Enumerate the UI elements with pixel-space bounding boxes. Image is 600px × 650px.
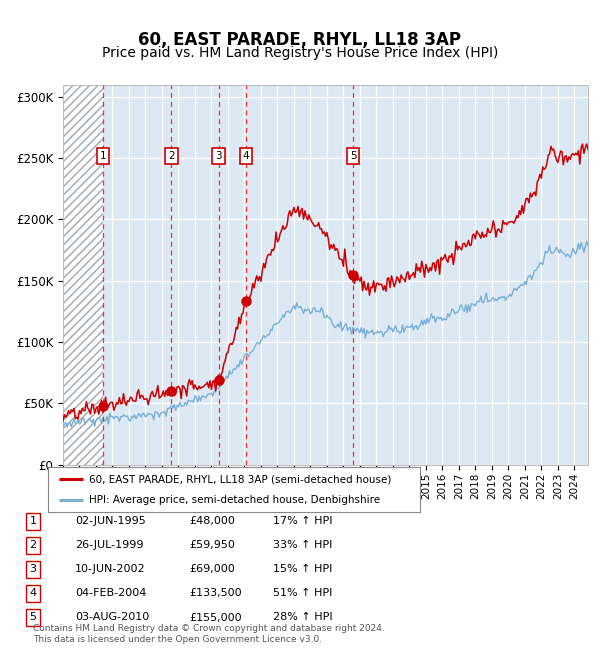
Text: £69,000: £69,000 (189, 564, 235, 575)
Text: 51% ↑ HPI: 51% ↑ HPI (273, 588, 332, 599)
Text: 3: 3 (29, 564, 37, 575)
Text: 2: 2 (168, 151, 175, 161)
Text: 4: 4 (29, 588, 37, 599)
Text: 26-JUL-1999: 26-JUL-1999 (75, 540, 143, 551)
Text: 1: 1 (100, 151, 106, 161)
Text: 28% ↑ HPI: 28% ↑ HPI (273, 612, 332, 623)
Text: 15% ↑ HPI: 15% ↑ HPI (273, 564, 332, 575)
Text: 60, EAST PARADE, RHYL, LL18 3AP: 60, EAST PARADE, RHYL, LL18 3AP (139, 31, 461, 49)
Text: 04-FEB-2004: 04-FEB-2004 (75, 588, 146, 599)
Text: 4: 4 (242, 151, 249, 161)
Text: £59,950: £59,950 (189, 540, 235, 551)
Text: £133,500: £133,500 (189, 588, 242, 599)
Text: 1: 1 (29, 516, 37, 526)
Text: 5: 5 (29, 612, 37, 623)
Text: 60, EAST PARADE, RHYL, LL18 3AP (semi-detached house): 60, EAST PARADE, RHYL, LL18 3AP (semi-de… (89, 474, 391, 484)
Text: 5: 5 (350, 151, 356, 161)
Text: 2: 2 (29, 540, 37, 551)
Text: Price paid vs. HM Land Registry's House Price Index (HPI): Price paid vs. HM Land Registry's House … (102, 46, 498, 60)
Bar (63, 84, 103, 465)
Text: £155,000: £155,000 (189, 612, 242, 623)
Text: 10-JUN-2002: 10-JUN-2002 (75, 564, 146, 575)
Text: 17% ↑ HPI: 17% ↑ HPI (273, 516, 332, 526)
Text: £48,000: £48,000 (189, 516, 235, 526)
Text: 03-AUG-2010: 03-AUG-2010 (75, 612, 149, 623)
Text: Contains HM Land Registry data © Crown copyright and database right 2024.
This d: Contains HM Land Registry data © Crown c… (33, 624, 385, 644)
Text: 02-JUN-1995: 02-JUN-1995 (75, 516, 146, 526)
Text: 33% ↑ HPI: 33% ↑ HPI (273, 540, 332, 551)
Text: 3: 3 (215, 151, 222, 161)
Text: HPI: Average price, semi-detached house, Denbighshire: HPI: Average price, semi-detached house,… (89, 495, 380, 504)
